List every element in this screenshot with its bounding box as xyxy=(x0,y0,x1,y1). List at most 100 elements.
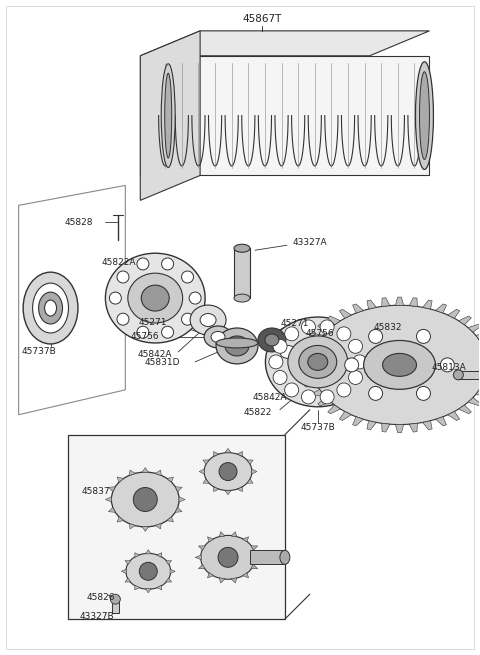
Circle shape xyxy=(417,329,431,343)
Polygon shape xyxy=(247,479,253,483)
Circle shape xyxy=(117,271,129,283)
Polygon shape xyxy=(106,497,111,502)
Ellipse shape xyxy=(234,244,250,252)
Text: 45822: 45822 xyxy=(244,408,272,417)
Polygon shape xyxy=(140,56,430,176)
Polygon shape xyxy=(448,411,460,421)
Polygon shape xyxy=(237,487,242,492)
Polygon shape xyxy=(328,405,340,414)
Polygon shape xyxy=(175,487,182,492)
Polygon shape xyxy=(225,449,231,453)
Polygon shape xyxy=(140,31,430,56)
Polygon shape xyxy=(203,479,209,483)
Circle shape xyxy=(218,548,238,567)
Polygon shape xyxy=(251,546,258,550)
Polygon shape xyxy=(468,398,480,405)
Circle shape xyxy=(301,320,315,334)
Polygon shape xyxy=(214,487,219,492)
Polygon shape xyxy=(242,536,249,542)
Circle shape xyxy=(109,292,121,304)
Polygon shape xyxy=(339,411,351,421)
Circle shape xyxy=(353,355,367,369)
Circle shape xyxy=(348,371,362,384)
Text: 45756: 45756 xyxy=(131,333,159,341)
Ellipse shape xyxy=(265,317,370,407)
Polygon shape xyxy=(436,304,446,313)
Ellipse shape xyxy=(271,338,305,366)
Polygon shape xyxy=(382,423,390,432)
Polygon shape xyxy=(179,497,185,502)
Polygon shape xyxy=(219,532,225,537)
Polygon shape xyxy=(203,460,209,464)
Ellipse shape xyxy=(216,338,258,348)
Circle shape xyxy=(285,327,299,341)
Ellipse shape xyxy=(45,300,57,316)
Polygon shape xyxy=(195,555,201,560)
Text: 45271: 45271 xyxy=(139,318,168,326)
Polygon shape xyxy=(142,468,149,472)
Text: 45828: 45828 xyxy=(64,218,93,227)
Polygon shape xyxy=(252,469,257,474)
Polygon shape xyxy=(301,371,313,377)
Circle shape xyxy=(337,327,351,341)
Circle shape xyxy=(301,390,315,404)
Circle shape xyxy=(454,370,463,380)
Ellipse shape xyxy=(33,283,69,333)
Polygon shape xyxy=(328,316,340,325)
Polygon shape xyxy=(423,421,432,430)
Polygon shape xyxy=(207,572,214,578)
Circle shape xyxy=(320,320,334,334)
Ellipse shape xyxy=(23,272,78,344)
Ellipse shape xyxy=(234,294,250,302)
Text: 45271: 45271 xyxy=(281,318,309,328)
Polygon shape xyxy=(312,305,480,424)
Bar xyxy=(458,371,480,379)
Polygon shape xyxy=(145,550,151,554)
Polygon shape xyxy=(125,561,131,565)
Polygon shape xyxy=(339,309,351,318)
Circle shape xyxy=(162,326,174,338)
Polygon shape xyxy=(69,435,285,619)
Text: 45822A: 45822A xyxy=(101,257,136,267)
Polygon shape xyxy=(310,390,324,397)
Polygon shape xyxy=(318,324,331,332)
Polygon shape xyxy=(251,565,258,569)
Circle shape xyxy=(162,258,174,270)
Polygon shape xyxy=(458,316,471,325)
Text: 43327A: 43327A xyxy=(292,238,327,247)
Polygon shape xyxy=(301,353,313,358)
Polygon shape xyxy=(129,523,135,529)
Polygon shape xyxy=(300,362,312,367)
Circle shape xyxy=(273,339,287,353)
Polygon shape xyxy=(409,423,417,432)
Polygon shape xyxy=(476,390,480,397)
Circle shape xyxy=(117,313,129,325)
Text: 45842A: 45842A xyxy=(252,393,287,402)
Polygon shape xyxy=(135,553,140,557)
Polygon shape xyxy=(166,578,171,582)
Polygon shape xyxy=(108,508,115,512)
Polygon shape xyxy=(367,421,376,430)
Polygon shape xyxy=(468,324,480,332)
Polygon shape xyxy=(166,561,171,565)
Circle shape xyxy=(320,390,334,404)
Circle shape xyxy=(348,339,362,353)
Ellipse shape xyxy=(225,336,249,356)
Ellipse shape xyxy=(161,64,175,168)
Circle shape xyxy=(337,383,351,397)
Polygon shape xyxy=(145,589,151,593)
Ellipse shape xyxy=(416,62,433,170)
Ellipse shape xyxy=(420,72,430,159)
Circle shape xyxy=(285,383,299,397)
Polygon shape xyxy=(318,398,331,405)
Text: 45837: 45837 xyxy=(81,487,110,496)
Circle shape xyxy=(273,371,287,384)
Polygon shape xyxy=(382,298,390,307)
Ellipse shape xyxy=(288,336,348,388)
Ellipse shape xyxy=(190,305,226,335)
Ellipse shape xyxy=(280,550,290,565)
Polygon shape xyxy=(167,517,173,522)
Polygon shape xyxy=(310,333,324,341)
Polygon shape xyxy=(353,304,363,313)
Polygon shape xyxy=(304,343,317,349)
